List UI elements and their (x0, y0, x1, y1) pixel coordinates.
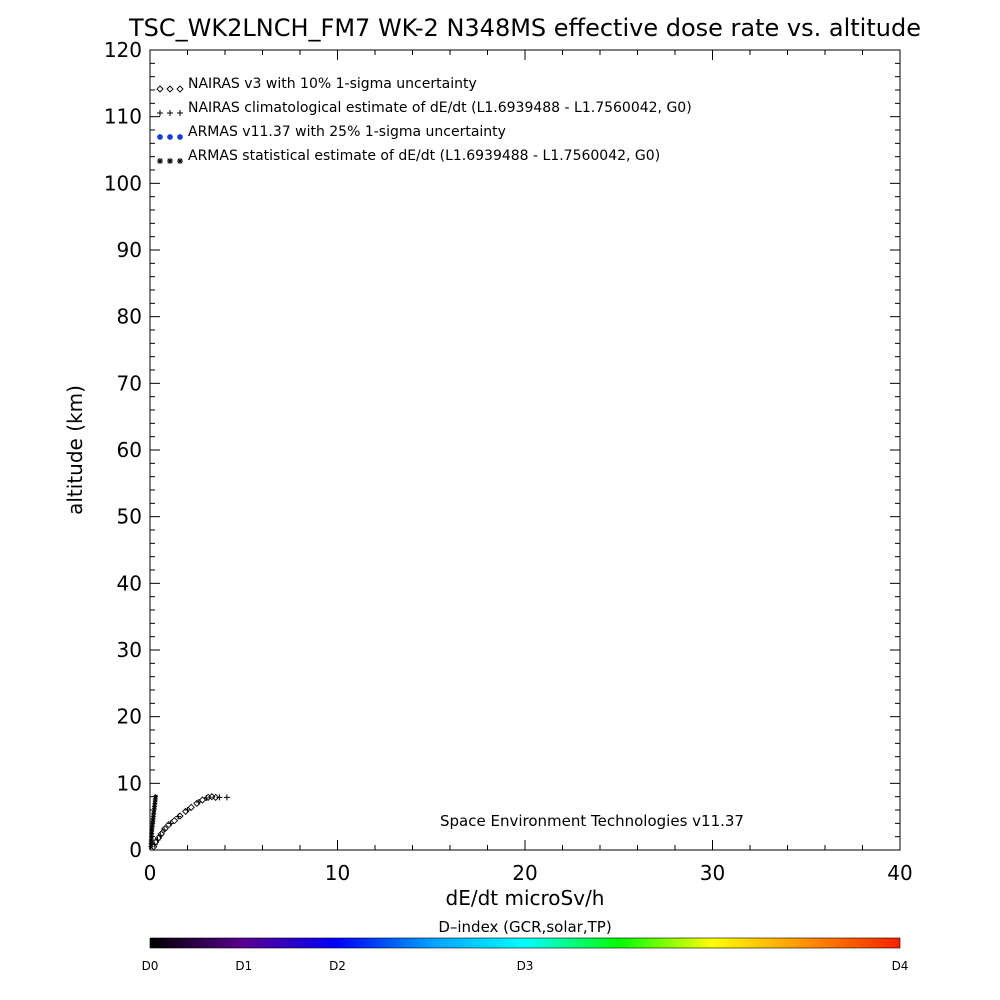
colorbar: D–index (GCR,solar,TP) D0 D1 D2 D3 D4 (142, 918, 909, 973)
colorbar-label: D0 (142, 959, 159, 973)
y-tick-label: 40 (117, 571, 142, 595)
legend: NAIRAS v3 with 10% 1-sigma uncertainty NA… (156, 76, 692, 164)
data-point (167, 820, 174, 827)
y-tick-label: 90 (117, 238, 142, 262)
legend-marker (177, 110, 183, 116)
data-point (148, 844, 154, 850)
data-point (195, 799, 202, 805)
legend-label: NAIRAS climatological estimate of dE/dt … (188, 100, 692, 116)
y-tick-label: 30 (117, 638, 142, 662)
data-point (154, 837, 161, 843)
chart-title: TSC_WK2LNCH_FM7 WK-2 N348MS effective do… (128, 14, 921, 42)
data-point (148, 837, 154, 843)
data-point (203, 795, 210, 801)
colorbar-title: D–index (GCR,solar,TP) (438, 918, 611, 936)
y-tick-label: 60 (117, 438, 142, 462)
colorbar-label: D3 (517, 959, 534, 973)
y-tick-label: 70 (117, 371, 142, 395)
y-tick-label: 100 (104, 171, 142, 195)
data-point (157, 832, 164, 839)
y-axis: 0 10 20 30 40 50 60 70 80 90 100 110 120 (104, 38, 900, 862)
legend-marker (157, 110, 163, 116)
x-tick-label: 30 (700, 861, 725, 885)
y-axis-label: altitude (km) (63, 385, 87, 515)
data-point (149, 824, 155, 830)
data-point (175, 813, 182, 820)
x-tick-label: 40 (887, 861, 912, 885)
data-point (150, 817, 156, 823)
legend-marker (166, 85, 174, 93)
colorbar-bar (149, 937, 901, 949)
x-axis-label: dE/dt microSv/h (446, 886, 605, 910)
legend-marker (167, 110, 173, 116)
data-point (211, 793, 220, 801)
data-point (216, 794, 223, 801)
legend-label: ARMAS v11.37 with 25% 1-sigma uncertaint… (188, 124, 506, 140)
data-point (153, 794, 159, 800)
y-tick-label: 120 (104, 38, 142, 62)
plot-area (149, 49, 901, 851)
plot-frame (149, 49, 901, 851)
y-tick-label: 20 (117, 705, 142, 729)
data-point (150, 820, 156, 826)
data-point (170, 817, 179, 825)
data-point (151, 807, 157, 813)
data-point (184, 807, 191, 813)
colorbar-label: D1 (235, 959, 252, 973)
legend-marker (177, 134, 183, 140)
x-tick-label: 10 (325, 861, 350, 885)
data-point (149, 827, 155, 833)
data-point (151, 810, 157, 816)
legend-marker (157, 134, 163, 140)
y-tick-label: 80 (117, 305, 142, 329)
legend-label: ARMAS statistical estimate of dE/dt (L1.… (188, 148, 660, 164)
y-tick-label: 10 (117, 771, 142, 795)
data-point (157, 830, 165, 838)
data-point (152, 797, 158, 803)
data-point (161, 825, 169, 833)
data-point (152, 800, 158, 806)
x-tick-label: 0 (144, 861, 157, 885)
colorbar-label: D2 (329, 959, 346, 973)
data-points (148, 793, 230, 851)
data-point (161, 827, 168, 833)
legend-marker (167, 158, 173, 164)
data-point (152, 804, 157, 810)
legend-marker (177, 158, 183, 164)
data-point (149, 830, 155, 836)
data-point (223, 794, 230, 801)
legend-marker (176, 85, 184, 93)
data-point (187, 803, 195, 811)
data-point (148, 840, 154, 846)
data-point (149, 834, 154, 840)
y-tick-label: 110 (104, 105, 142, 129)
data-point (198, 796, 207, 804)
legend-marker (157, 158, 163, 164)
colorbar-label: D4 (892, 959, 909, 973)
data-point (150, 814, 156, 820)
legend-label: NAIRAS v3 with 10% 1-sigma uncertainty (188, 76, 477, 92)
y-tick-label: 50 (117, 505, 142, 529)
legend-marker (167, 134, 173, 140)
annotation: Space Environment Technologies v11.37 (440, 812, 744, 830)
y-tick-label: 0 (129, 838, 142, 862)
legend-marker (156, 85, 164, 93)
x-axis: 0 10 20 30 40 (144, 50, 913, 885)
x-tick-label: 20 (512, 861, 537, 885)
